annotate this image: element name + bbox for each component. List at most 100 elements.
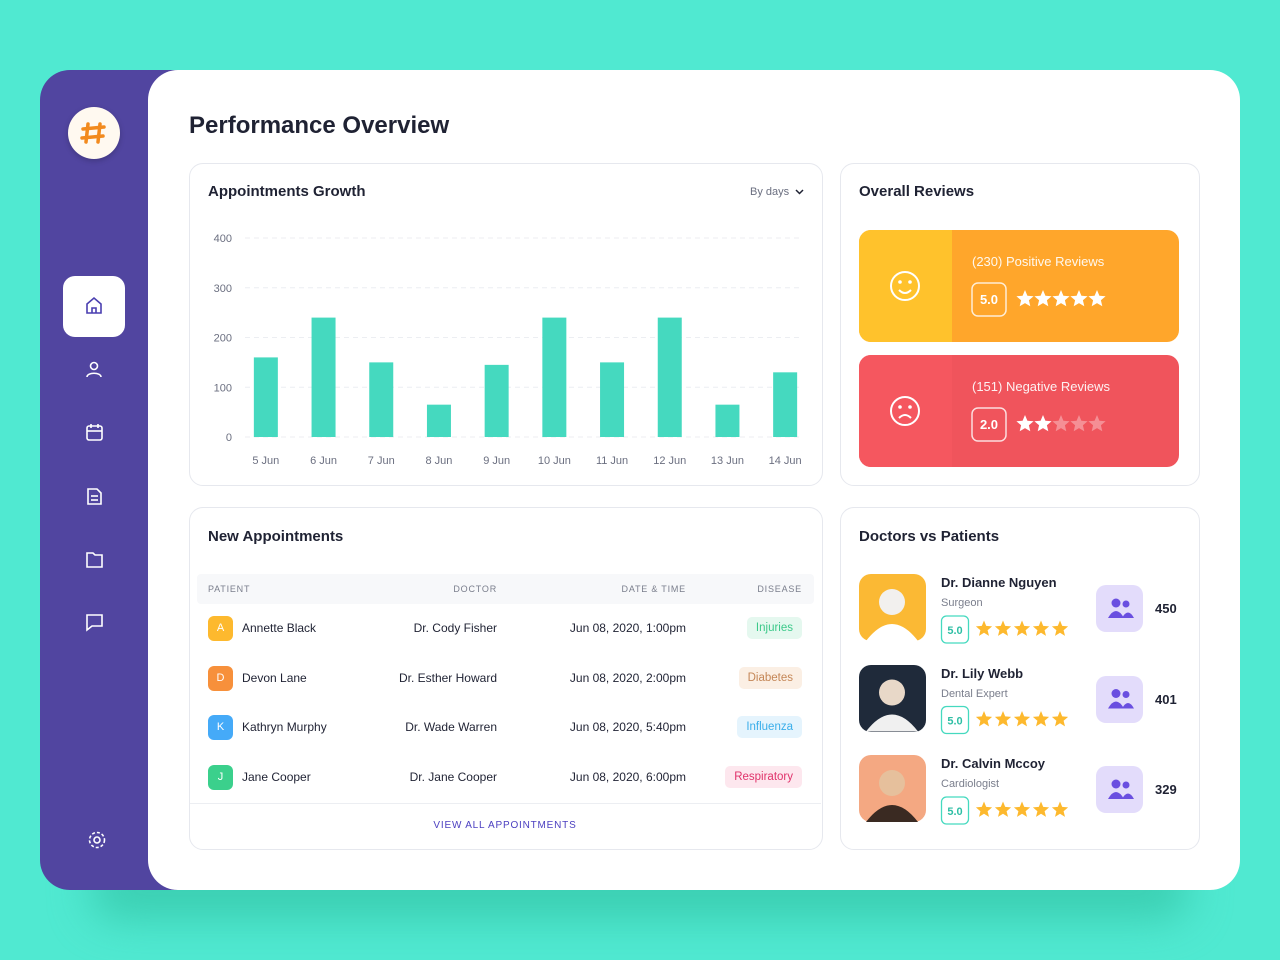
photo-body [866,624,918,641]
column-header: PATIENT [208,584,251,594]
patients-icon-box [1096,766,1143,813]
column-header: DISEASE [757,584,802,594]
y-tick-label: 300 [214,283,232,295]
patient-name: Devon Lane [242,670,307,685]
date-time: Jun 08, 2020, 2:00pm [569,670,686,685]
rating-star [994,801,1012,817]
patients-icon-box [1096,585,1143,632]
doctor-name: Dr. Wade Warren [405,720,497,735]
rating-box [971,282,1007,317]
bar [484,364,509,437]
disease-tag: Respiratory [725,766,802,789]
photo-body [866,805,918,822]
dropdown-icon [795,189,804,195]
photo-head [879,679,905,706]
patient-avatar: A [208,616,233,641]
x-tick-label: 9 Jun [483,455,510,467]
rating-star [1016,415,1034,432]
photo-head [879,589,905,615]
bar [253,357,278,437]
x-tick-label: 10 Jun [538,455,571,467]
column-header: DATE & TIME [621,584,686,594]
review-label: (151) Negative Reviews [972,379,1111,394]
rating-star [1032,620,1050,636]
x-tick-label: 5 Jun [252,455,279,467]
rating-star [1016,290,1034,307]
rating-box [971,407,1007,442]
date-time: Jun 08, 2020, 6:00pm [569,770,686,785]
face-mouth [898,289,912,294]
appointments-title: New Appointments [208,528,344,545]
logo-icon [80,122,106,144]
rating-box [940,705,970,735]
patients-count: 329 [1155,782,1177,797]
rating-star [1052,290,1070,307]
group-icon [1108,792,1134,799]
chart-title: Appointments Growth [208,183,366,200]
x-tick-label: 11 Jun [596,455,628,467]
group-icon [1111,689,1121,698]
bar [426,404,451,437]
group-icon [1122,691,1130,698]
rating-label: 2.0 [980,417,998,432]
rating-star [1013,801,1031,817]
x-tick-label: 6 Jun [310,455,337,467]
page-title: Performance Overview [189,112,450,139]
x-tick-label: 14 Jun [769,455,802,467]
face-icon [890,396,920,426]
doctor-role: Dental Expert [941,687,1008,700]
face-eye [908,405,912,409]
column-header: DOCTOR [453,584,497,594]
y-tick-label: 400 [214,233,232,245]
rating-star [1052,415,1070,432]
y-tick-label: 200 [214,333,232,345]
patient-name: Annette Black [242,621,317,635]
patient-name: Jane Cooper [242,770,311,785]
bar [369,362,394,437]
appointments-card [189,507,823,850]
group-icon [1122,781,1130,789]
table-header-bg [197,574,814,604]
rating-label: 5.0 [980,292,998,307]
disease-tag: Injuries [746,617,802,639]
patients-count: 401 [1155,691,1177,707]
patients-icon-box [1096,675,1143,723]
rating-star [1013,711,1031,727]
face-eye [898,280,902,284]
x-tick-label: 8 Jun [425,455,452,467]
review-card-left [859,355,952,467]
photo-body [866,714,918,732]
face-icon [890,271,920,301]
rating-star [994,711,1012,727]
disease-tag: Influenza [737,716,802,739]
rating-star [975,801,993,817]
chart-filter[interactable]: By days [750,186,790,198]
rating-star [1070,290,1088,307]
patient-avatar: K [208,715,233,741]
nav-active[interactable] [63,276,125,337]
x-tick-label: 13 Jun [711,455,744,467]
bar [311,317,336,437]
face-mouth [898,414,912,419]
review-card-left [859,230,952,342]
date-time: Jun 08, 2020, 1:00pm [569,621,686,635]
doctor-name: Dr. Jane Cooper [409,770,497,785]
rating-star [1032,801,1050,817]
view-all-link[interactable]: VIEW ALL APPOINTMENTS [433,820,577,831]
bar [600,362,625,437]
review-label: (230) Positive Reviews [972,254,1105,269]
group-icon [1108,611,1134,618]
x-tick-label: 7 Jun [368,455,395,467]
date-time: Jun 08, 2020, 5:40pm [569,720,686,735]
rating-label: 5.0 [947,806,962,818]
rating-star [1034,415,1052,432]
rating-star [1051,620,1069,636]
bar [773,372,798,437]
reviews-title: Overall Reviews [859,183,975,200]
home-icon[interactable] [86,296,102,314]
rating-star [994,620,1012,636]
rating-star [1032,711,1050,727]
nav-icons[interactable] [86,361,106,849]
face-eye [908,280,912,284]
